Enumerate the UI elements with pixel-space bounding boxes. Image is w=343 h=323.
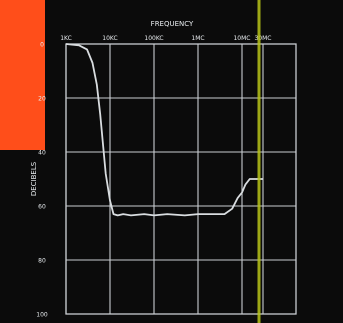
- y-tick-label-3: 60: [38, 204, 46, 211]
- y-tick-label-0: 0: [40, 42, 44, 49]
- plot-panel: [45, 0, 343, 323]
- y-tick-label-1: 20: [38, 96, 46, 103]
- y-tick-label-5: 100: [36, 312, 48, 319]
- y-axis-label: DECIBELS: [30, 161, 38, 196]
- x-tick-label-2: 100KC: [144, 35, 163, 42]
- y-tick-labels: 0 20 40 60 80 100: [36, 42, 48, 319]
- x-tick-label-3: 1MC: [191, 35, 204, 42]
- x-tick-labels: 1KC 10KC 100KC 1MC 10MC 30MC: [60, 35, 271, 42]
- x-tick-label-5: 30MC: [254, 35, 271, 42]
- y-tick-label-4: 80: [38, 258, 46, 265]
- accent-band: [0, 0, 45, 150]
- x-tick-label-1: 10KC: [102, 35, 117, 42]
- plot-border: [65, 43, 297, 315]
- plot-frame: [65, 43, 297, 315]
- response-curve: [65, 43, 263, 217]
- chart-title: FREQUENCY: [151, 20, 194, 28]
- x-tick-label-0: 1KC: [60, 35, 72, 42]
- y-tick-label-2: 40: [38, 150, 46, 157]
- x-tick-label-4: 10MC: [233, 35, 250, 42]
